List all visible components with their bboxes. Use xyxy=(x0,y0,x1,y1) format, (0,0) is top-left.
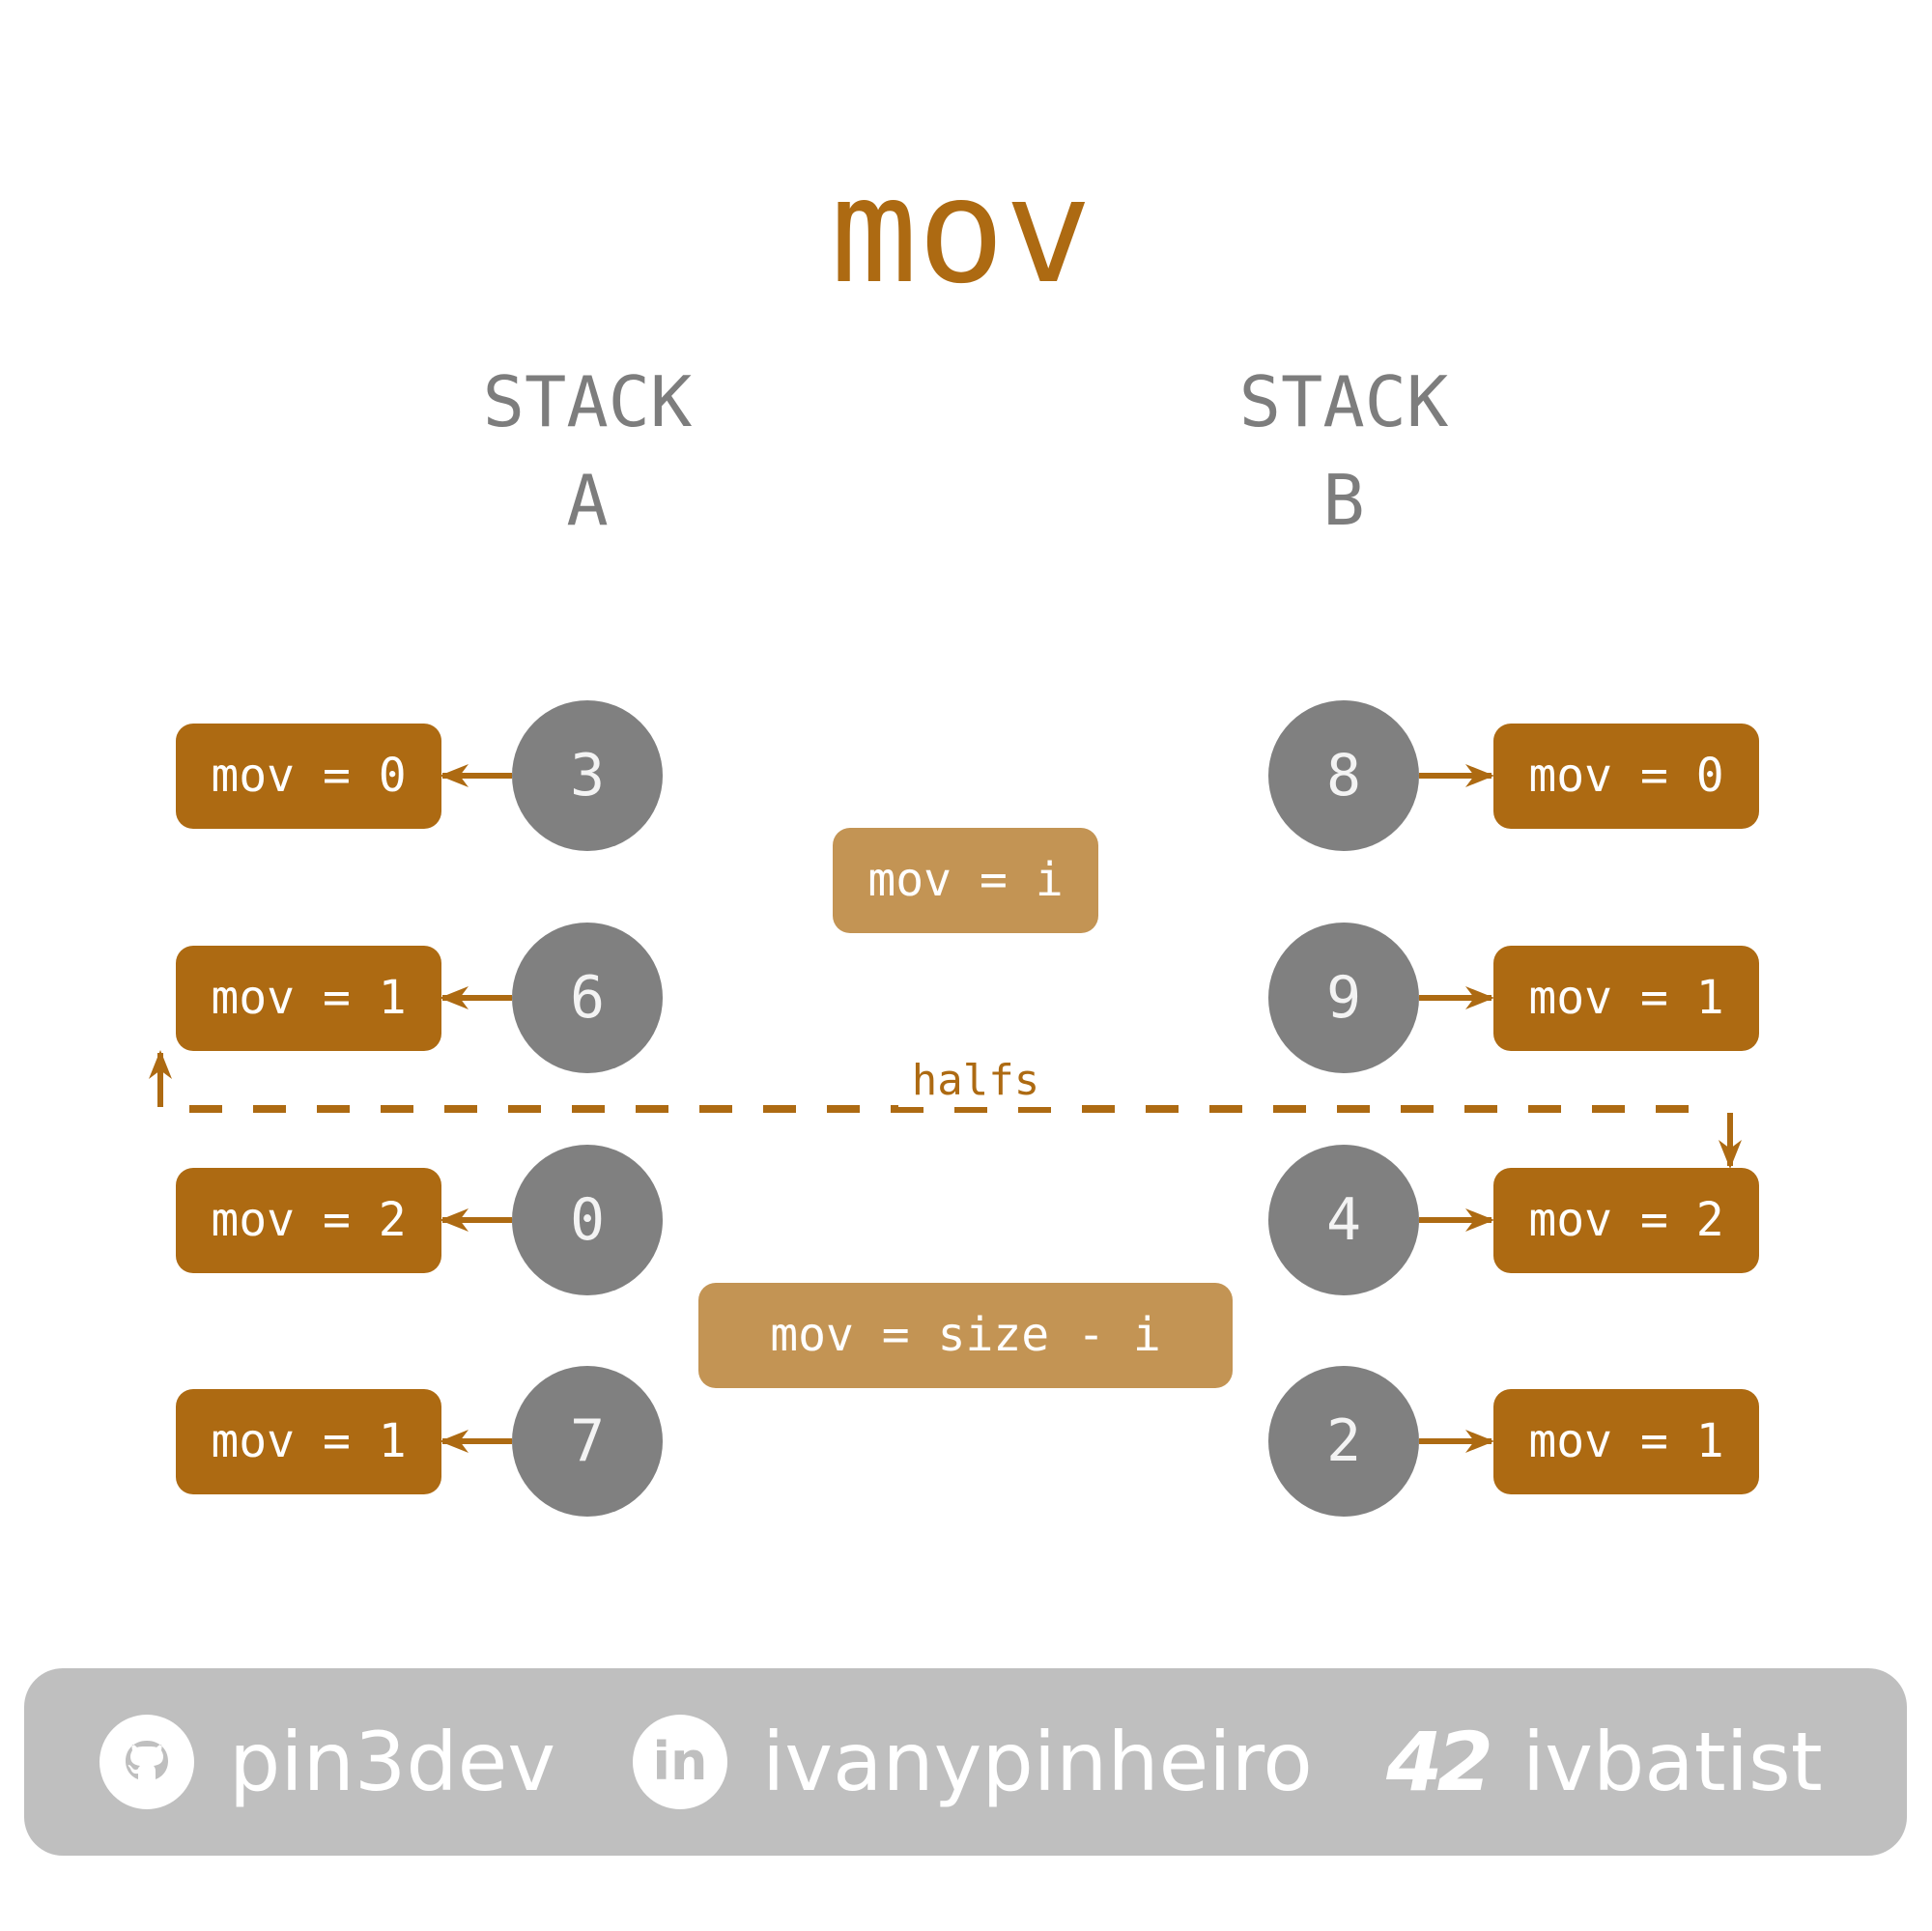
stack-a-mov-label: mov = 0 xyxy=(176,724,441,829)
stack-b-mov-label: mov = 1 xyxy=(1493,1389,1759,1494)
stack-b-header: STACK B xyxy=(1170,353,1518,550)
stack-a-mov-label: mov = 1 xyxy=(176,946,441,1051)
stack-a-node: 0 xyxy=(512,1145,663,1295)
school-42-handle: ivbatist xyxy=(1521,1715,1823,1809)
github-handle: pin3dev xyxy=(229,1715,556,1809)
formula-top-half: mov = i xyxy=(833,828,1098,933)
footer-bar: pin3dev in ivanypinheiro 42 ivbatist xyxy=(24,1668,1907,1856)
stack-b-node: 9 xyxy=(1268,923,1419,1073)
stack-a-mov-label: mov = 2 xyxy=(176,1168,441,1273)
halfs-label: halfs xyxy=(898,1055,1053,1107)
formula-bottom-half: mov = size - i xyxy=(698,1283,1233,1388)
stack-a-header: STACK A xyxy=(413,353,761,550)
stack-b-node: 2 xyxy=(1268,1366,1419,1517)
stack-b-header-line1: STACK xyxy=(1238,361,1449,442)
stack-a-header-line1: STACK xyxy=(482,361,693,442)
stack-b-mov-label: mov = 1 xyxy=(1493,946,1759,1051)
stack-b-mov-label: mov = 0 xyxy=(1493,724,1759,829)
stack-a-node: 6 xyxy=(512,923,663,1073)
github-icon xyxy=(99,1715,194,1809)
github-octocat-shape xyxy=(126,1741,168,1779)
stack-a-header-line2: A xyxy=(566,460,609,541)
school-42-link[interactable]: 42 ivbatist xyxy=(1386,1668,1823,1856)
github-link[interactable]: pin3dev xyxy=(99,1668,555,1856)
stack-b-mov-label: mov = 2 xyxy=(1493,1168,1759,1273)
linkedin-link[interactable]: in ivanypinheiro xyxy=(633,1668,1313,1856)
linkedin-glyph: in xyxy=(652,1731,708,1792)
stack-b-header-line2: B xyxy=(1322,460,1365,541)
stack-b-node: 4 xyxy=(1268,1145,1419,1295)
stack-a-node: 7 xyxy=(512,1366,663,1517)
linkedin-handle: ivanypinheiro xyxy=(762,1715,1313,1809)
stack-b-node: 8 xyxy=(1268,700,1419,851)
42-logo-icon: 42 xyxy=(1386,1715,1493,1809)
stack-a-mov-label: mov = 1 xyxy=(176,1389,441,1494)
linkedin-icon: in xyxy=(633,1715,727,1809)
42-logo-glyph: 42 xyxy=(1386,1715,1493,1809)
stack-a-node: 3 xyxy=(512,700,663,851)
diagram-title: mov xyxy=(830,148,1093,316)
